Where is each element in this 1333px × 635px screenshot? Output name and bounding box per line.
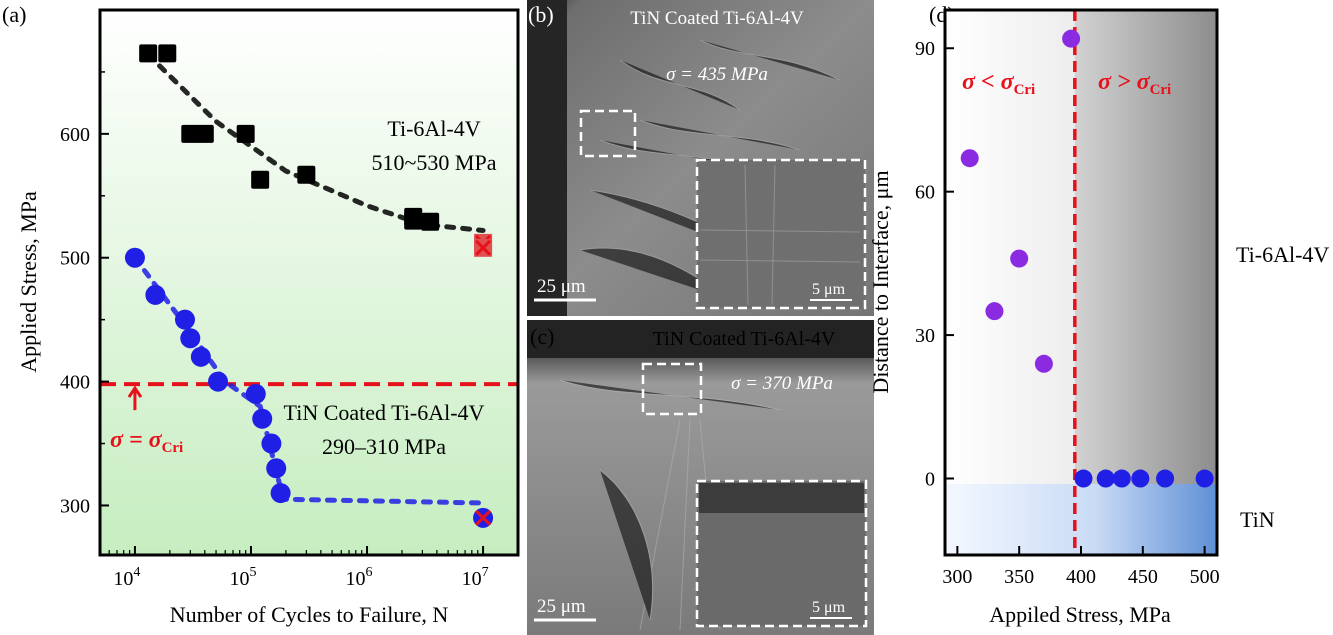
micrograph-c-scale-label: 25 μm <box>537 596 586 617</box>
micrograph-c-roi <box>641 362 703 416</box>
panel-a-ylabel: Applied Stress, MPa <box>16 191 41 373</box>
crack-depth-point-below-critical <box>1034 354 1053 373</box>
panel-d-xtick-label: 350 <box>1004 566 1034 588</box>
crack-depth-point-below-critical <box>960 149 979 168</box>
tin-data-point <box>190 346 211 367</box>
tin-data-point <box>245 383 266 404</box>
micrograph-b-inset-scale-label: 5 μm <box>812 281 846 298</box>
crack-depth-point-below-critical <box>985 302 1004 321</box>
tin-data-point <box>174 309 195 330</box>
panel-a-xtick-label: 104 <box>113 565 140 590</box>
micrograph-c-inset-scale-label: 5 μm <box>812 599 846 616</box>
crack-depth-point-above-critical <box>1131 469 1150 488</box>
critical-arrow <box>127 385 143 411</box>
ti-data-point <box>195 124 214 143</box>
crack-depth-point-above-critical <box>1112 469 1131 488</box>
panel-a-plot-area <box>100 10 518 555</box>
tin-data-point <box>124 247 145 268</box>
region-right-label: σ > σCri <box>1098 69 1171 98</box>
panel-a-xtick-label: 107 <box>462 565 489 590</box>
region-left-label: σ < σCri <box>962 69 1035 98</box>
micrograph-b-roi <box>579 109 637 158</box>
panel-d-xtick-label: 400 <box>1066 566 1096 588</box>
panel-a-frame <box>98 8 520 557</box>
panel-d-coating-region <box>945 484 1217 555</box>
tin-data-point <box>208 371 229 392</box>
panel-c-label: (c) <box>530 324 554 349</box>
micrograph-b-stress: σ = 435 MPa <box>666 64 768 85</box>
panel-a: (a) 300 400 500 600 104 105 106 107 Number of C… <box>2 2 520 627</box>
ti-data-point <box>421 212 440 231</box>
panel-a-xtick-label: 105 <box>229 565 256 590</box>
side-label-substrate: Ti-6Al-4V <box>1236 242 1329 267</box>
tin-data-point <box>266 458 287 479</box>
panel-d-xtick-label: 500 <box>1190 566 1220 588</box>
panel-c-micrograph: (c) TiN Coated Ti-6Al-4V σ = 370 MPa 25 … <box>527 320 874 635</box>
ti-data-point <box>236 124 255 143</box>
micrograph-c-title: TiN Coated Ti-6Al-4V <box>653 328 836 350</box>
micrograph-c-stress: σ = 370 MPa <box>731 373 833 394</box>
panel-a-ytick-label: 300 <box>60 495 90 517</box>
panel-d-xlabel: Appiled Stress, MPa <box>989 602 1171 627</box>
ti-runout-point-cross <box>475 239 492 256</box>
panel-d-marks <box>960 10 1214 555</box>
ti-data-point <box>139 44 158 63</box>
panel-d-ytick-label: 30 <box>915 325 935 347</box>
micrograph-c-texture <box>559 379 781 631</box>
panel-a-ytick-label: 500 <box>60 248 90 270</box>
ti-data-point <box>297 165 316 184</box>
crack-depth-point-above-critical <box>1074 469 1093 488</box>
ti-data-point <box>404 211 423 230</box>
crack-depth-point-above-critical <box>1156 469 1175 488</box>
ti-data-point <box>251 170 270 189</box>
crack-depth-point-above-critical <box>1195 469 1214 488</box>
crack-depth-point-below-critical <box>1010 249 1029 268</box>
micrograph-b-scale-label: 25 μm <box>537 276 586 297</box>
micrograph-b-texture <box>579 39 841 301</box>
tin-data-point <box>180 328 201 349</box>
side-label-coating: TiN <box>1240 507 1275 532</box>
tin-trend-line <box>132 255 486 506</box>
micrograph-c-edge <box>527 320 874 358</box>
panel-a-xtick-label: 106 <box>346 565 373 590</box>
panel-b-micrograph: (b) TiN Coated Ti-6Al-4V σ = 435 MPa 25 … <box>527 0 874 316</box>
tin-runout-point-cross <box>475 509 492 526</box>
tin-series-name: TiN Coated Ti-6Al-4V <box>284 400 485 425</box>
panel-d-xtick-label: 300 <box>942 566 972 588</box>
panel-a-ytick-label: 600 <box>60 124 90 146</box>
panel-a-xlabel: Number of Cycles to Failure, N <box>170 602 449 627</box>
tin-data-point <box>270 483 291 504</box>
crack-depth-point-above-critical <box>1096 469 1115 488</box>
panel-b-label: (b) <box>528 2 554 27</box>
ti-data-point <box>158 44 177 63</box>
panel-a-marks <box>100 44 518 528</box>
tin-data-point <box>252 408 273 429</box>
ti-fatigue-range: 510~530 MPa <box>372 150 497 175</box>
panel-a-label: (a) <box>2 2 26 27</box>
panel-a-ytick-label: 400 <box>60 372 90 394</box>
tin-data-point <box>145 284 166 305</box>
panel-a-ticks: 300 400 500 600 104 105 106 107 <box>60 71 489 590</box>
panel-d-ytick-label: 90 <box>915 38 935 60</box>
panel-d-ylabel: Distance to Interface, μm <box>868 170 893 393</box>
panel-d-ytick-label: 0 <box>925 469 935 491</box>
tin-data-point <box>261 433 282 454</box>
micrograph-b-inset <box>695 158 867 310</box>
ti-data-point <box>181 124 200 143</box>
tin-fatigue-range: 290–310 MPa <box>322 434 446 459</box>
panel-d-xtick-label: 450 <box>1128 566 1158 588</box>
panel-d-region-above-critical <box>1074 10 1217 484</box>
crack-depth-point-below-critical <box>1062 29 1081 48</box>
micrograph-b-title: TiN Coated Ti-6Al-4V <box>630 8 804 29</box>
micrograph-b-edge <box>527 0 567 316</box>
panel-d-ytick-label: 60 <box>915 182 935 204</box>
ti-series-name: Ti-6Al-4V <box>387 116 480 141</box>
critical-stress-label: σ = σCri <box>110 427 183 456</box>
panel-d-ticks: 300 350 400 450 500 0 30 60 90 <box>915 38 1220 588</box>
